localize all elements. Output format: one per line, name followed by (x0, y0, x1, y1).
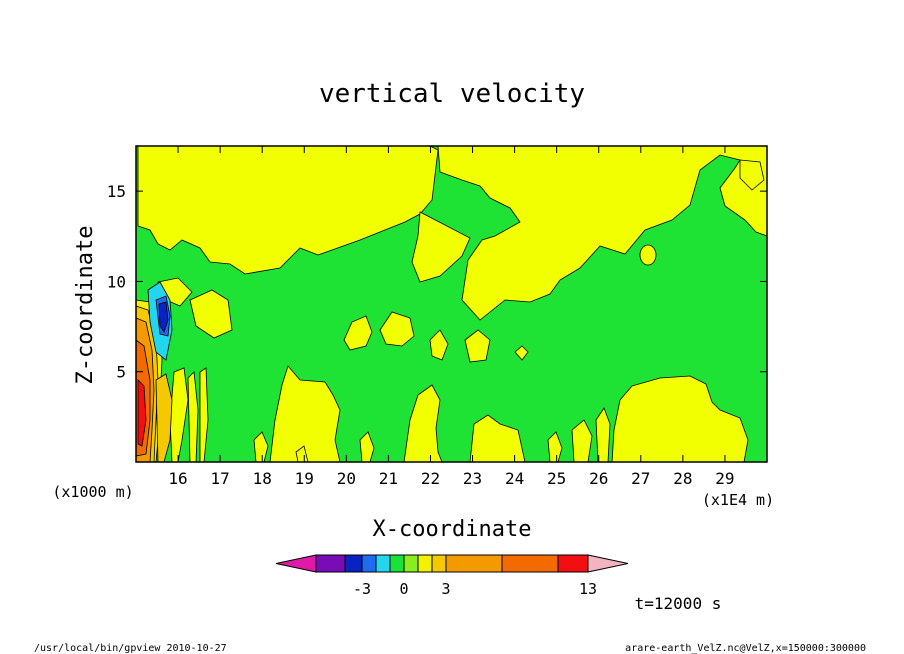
contour-field (135, 145, 768, 463)
contour-region-positive (547, 431, 563, 463)
y-unit-label: (x1000 m) (52, 483, 133, 501)
colorbar-tick-label: 13 (579, 580, 597, 598)
contour-region-positive (411, 211, 471, 283)
x-tick-label: 19 (295, 469, 314, 488)
contour-region-positive (514, 345, 529, 361)
x-tick-label: 22 (421, 469, 440, 488)
contour-region-positive (379, 311, 415, 347)
colorbar-bin (557, 554, 589, 573)
colorbar-bin (501, 554, 559, 573)
contour-region-positive (343, 315, 373, 351)
footer-right: arare-earth_VelZ.nc@VelZ,x=150000:300000 (625, 643, 866, 654)
colorbar-bin (431, 554, 447, 573)
colorbar-bin (344, 554, 363, 573)
contour-region-positive (611, 375, 749, 463)
x-tick-label: 25 (547, 469, 566, 488)
x-axis: 16 17 18 19 20 21 22 23 24 25 26 27 28 29 (168, 146, 735, 488)
x-tick-label: 29 (715, 469, 734, 488)
contour-region-positive (639, 244, 657, 266)
colorbar-bin (403, 554, 419, 573)
colorbar-bin (375, 554, 391, 573)
contour-region-positive (253, 431, 269, 463)
y-axis-label: Z-coordinate (73, 226, 98, 385)
x-tick-label: 17 (211, 469, 230, 488)
x-tick-label: 18 (253, 469, 272, 488)
plot-frame (135, 145, 768, 463)
time-label: t=12000 s (635, 594, 722, 613)
contour-region-positive (359, 431, 375, 463)
colorbar-bin (417, 554, 433, 573)
contour-region-positive (187, 371, 199, 463)
y-axis: 5 10 15 (107, 182, 767, 382)
plot-area: 16 17 18 19 20 21 22 23 24 25 26 27 28 29 5 10 15 (107, 145, 768, 488)
colorbar-tick-label: 3 (441, 580, 450, 598)
contour-region-positive (403, 384, 443, 463)
x-tick-label: 23 (463, 469, 482, 488)
footer-left: /usr/local/bin/gpview 2010-10-27 (34, 643, 227, 654)
x-axis-label: X-coordinate (373, 517, 532, 542)
x-tick-label: 24 (505, 469, 524, 488)
contour-region-positive (137, 145, 439, 275)
y-tick-label: 5 (116, 363, 126, 382)
colorbar-bin (445, 554, 503, 573)
x-tick-label: 28 (673, 469, 692, 488)
colorbar-bin (361, 554, 377, 573)
contour-region-positive (189, 289, 233, 339)
colorbar: -3 0 3 13 (275, 554, 629, 598)
contour-region-positive (571, 419, 593, 463)
x-tick-label: 21 (379, 469, 398, 488)
x-tick-label: 26 (589, 469, 608, 488)
x-tick-label: 16 (168, 469, 187, 488)
chart-title: vertical velocity (319, 79, 585, 109)
contour-region-positive (429, 329, 449, 361)
contour-core (158, 301, 169, 333)
y-tick-label: 10 (107, 272, 126, 291)
x-tick-label: 27 (631, 469, 650, 488)
contour-region-positive (739, 159, 765, 191)
contour-region-positive (199, 367, 209, 463)
colorbar-bin (315, 554, 346, 573)
y-tick-label: 15 (107, 182, 126, 201)
contour-region-positive (269, 365, 341, 463)
colorbar-arrow-left (275, 554, 317, 573)
colorbar-bin (389, 554, 405, 573)
contour-region-positive (437, 145, 768, 321)
contour-region-positive (464, 329, 491, 363)
x-tick-label: 20 (337, 469, 356, 488)
colorbar-arrow-right (587, 554, 629, 573)
contour-core (137, 379, 147, 447)
colorbar-tick-label: -3 (353, 580, 371, 598)
colorbar-tick-label: 0 (399, 580, 408, 598)
x-unit-label: (x1E4 m) (702, 491, 774, 509)
contour-region-positive (595, 407, 611, 463)
